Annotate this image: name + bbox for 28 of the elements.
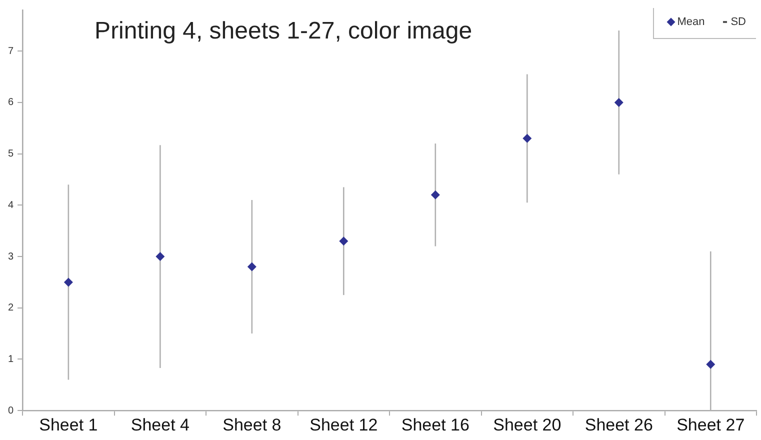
point [706, 360, 716, 369]
chart-title: Printing 4, sheets 1-27, color image [94, 18, 472, 45]
y-tick-label: 1 [8, 354, 14, 365]
x-tick-label: Sheet 12 [310, 415, 378, 434]
point [247, 262, 256, 272]
point [430, 190, 440, 200]
y-tick-label: 0 [8, 405, 14, 416]
point [64, 278, 73, 287]
x-tick-label: Sheet 27 [676, 415, 745, 434]
x-tick-label: Sheet 1 [39, 415, 98, 434]
y-tick-label: 7 [8, 46, 14, 57]
annotation: SD [730, 16, 746, 28]
y-tick-label: 5 [8, 148, 14, 160]
y-tick-label: 3 [8, 251, 14, 262]
x-tick-label: Sheet 26 [584, 415, 653, 434]
y-tick-label: 6 [8, 97, 14, 108]
x-tick-label: Sheet 16 [401, 415, 470, 434]
point [614, 98, 624, 107]
legend-label: Mean [677, 16, 705, 28]
y-tick-label: 4 [8, 200, 14, 211]
x-tick-label: Sheet 20 [493, 415, 562, 434]
point [522, 134, 532, 143]
point [339, 236, 348, 246]
point [156, 252, 165, 262]
y-tick-label: 2 [8, 302, 14, 314]
x-tick-label: Sheet 8 [222, 415, 282, 434]
x-tick-label: Sheet 4 [130, 415, 190, 434]
legend-frame: Mean SD [653, 8, 756, 39]
